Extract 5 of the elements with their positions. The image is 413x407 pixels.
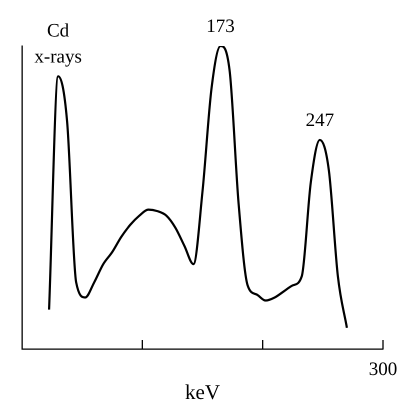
text: 300 <box>368 359 398 380</box>
x-axis-title: keV <box>185 380 220 404</box>
annotation: 247 <box>306 110 334 131</box>
annotation: Cd x-rays <box>34 20 82 68</box>
text: 173 <box>206 16 235 37</box>
